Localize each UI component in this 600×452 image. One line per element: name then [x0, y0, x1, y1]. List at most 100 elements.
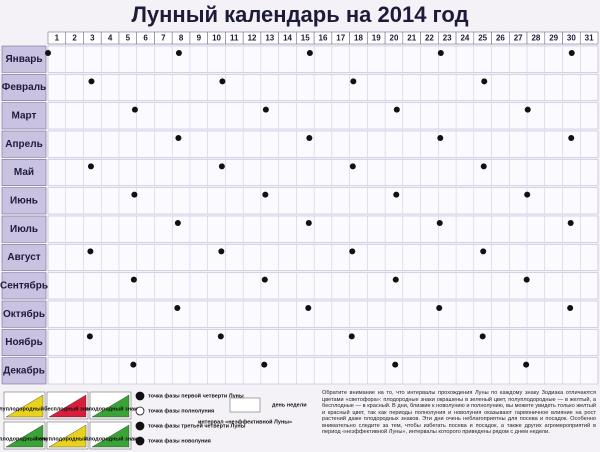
moon-phase: [218, 248, 225, 255]
day-number: 8: [179, 34, 184, 43]
month-row: [47, 215, 599, 243]
month-cell: [1, 357, 47, 385]
day-number: 28: [531, 34, 540, 43]
note: Обратите внимание на то, что интервалы п…: [322, 390, 596, 436]
moon-phase: [261, 276, 268, 283]
day-number: 25: [478, 34, 487, 43]
moon-phase: [174, 220, 181, 226]
moon-phase: [524, 106, 531, 113]
moon-phase: [349, 163, 356, 170]
day-number: 19: [372, 34, 381, 43]
month-cell: [1, 300, 47, 328]
moon-phase: [130, 361, 137, 368]
month-label: Май: [14, 167, 34, 178]
day-number: 18: [354, 34, 363, 43]
month-row: [47, 357, 599, 385]
day-number: 24: [460, 34, 469, 43]
day-number: 29: [549, 34, 558, 43]
month-row: [47, 130, 599, 158]
day-number: 5: [126, 34, 131, 43]
legend-phase-label: точка фазы полнолуния: [148, 407, 214, 414]
month-label: Февраль: [2, 82, 46, 93]
legend-phase-label: точка фазы новолуния: [148, 437, 211, 444]
month-label: Январь: [5, 54, 42, 65]
moon-phase: [436, 305, 443, 311]
legend-phase: [135, 436, 145, 446]
moon-phase: [130, 276, 137, 283]
month-row: [47, 102, 599, 130]
day-number: 17: [336, 34, 345, 43]
day-number: 31: [585, 34, 594, 43]
moon-phase: [348, 333, 355, 340]
legend-triangle: [48, 424, 87, 448]
month-row: [47, 187, 599, 215]
moon-phase: [262, 106, 269, 113]
moon-phase: [219, 78, 226, 85]
month-row: [47, 272, 599, 300]
month-label: Август: [7, 252, 40, 263]
day-number: 4: [108, 34, 113, 43]
legend-label: бесплодный знак: [44, 405, 92, 412]
legend-label: плодородный знак: [0, 435, 51, 442]
month-cell: [1, 272, 47, 300]
month-cell: [1, 45, 47, 73]
month-row: [47, 244, 599, 271]
moon-phase: [131, 191, 138, 198]
month-label: Июнь: [10, 195, 38, 206]
moon-phase: [45, 50, 51, 56]
moon-phase: [305, 305, 312, 311]
moon-phase: [393, 191, 400, 198]
month-row: [47, 159, 599, 186]
moon-phase: [480, 163, 487, 170]
legend-interval-label: интервал «неэффективной Луны»: [198, 418, 292, 425]
moon-phase: [131, 106, 138, 113]
day-number: 20: [390, 34, 399, 43]
legend-label: полуплодородный знак: [0, 405, 58, 412]
legend-phase-label: точка фазы первой четверти Луны: [148, 392, 244, 399]
moon-phase: [567, 305, 574, 311]
legend-label: плодородный знак: [85, 435, 137, 442]
title: Лунный календарь на 2014 год: [131, 2, 468, 27]
moon-phase: [523, 361, 530, 368]
moon-phase: [262, 191, 269, 198]
day-number: 16: [319, 34, 328, 43]
moon-phase: [217, 333, 224, 340]
legend-label: полуплодородный знак: [36, 435, 101, 442]
moon-phase: [524, 191, 531, 198]
legend-triangle: [91, 394, 130, 418]
moon-phase: [175, 135, 182, 141]
legend-label: плодородный знак: [85, 405, 137, 412]
day-number: 30: [567, 34, 576, 43]
day-number: 15: [301, 34, 310, 43]
day-number: 21: [407, 34, 416, 43]
month-label: Декабрь: [3, 364, 45, 376]
day-number: 26: [496, 34, 505, 43]
day-number: 2: [72, 34, 77, 43]
moon-phase: [306, 135, 313, 141]
moon-phase: [350, 78, 357, 85]
month-row: [47, 300, 599, 328]
month-cell: [1, 102, 47, 130]
month-label: Сентябрь: [0, 279, 48, 291]
moon-phase: [392, 361, 399, 368]
moon-phase: [480, 248, 487, 255]
moon-phase: [393, 106, 400, 113]
moon-phase: [305, 220, 312, 226]
month-cell: [1, 74, 47, 101]
moon-phase: [567, 220, 574, 226]
moon-phase: [436, 220, 443, 226]
legend-weekday-label: день недели: [272, 402, 307, 408]
day-number: 27: [514, 34, 523, 43]
moon-phase: [568, 50, 575, 56]
moon-phase: [174, 305, 181, 311]
month-cell: [1, 130, 47, 158]
month-label: Апрель: [5, 139, 42, 150]
moon-phase: [175, 50, 182, 56]
legend-phase-label: точка фазы третьей четверти Луны: [148, 422, 246, 429]
legend-triangle: [5, 394, 44, 418]
month-row: [47, 45, 599, 73]
legend-triangle: [5, 424, 44, 448]
month-label: Ноябрь: [5, 336, 42, 348]
moon-phase: [87, 248, 94, 255]
